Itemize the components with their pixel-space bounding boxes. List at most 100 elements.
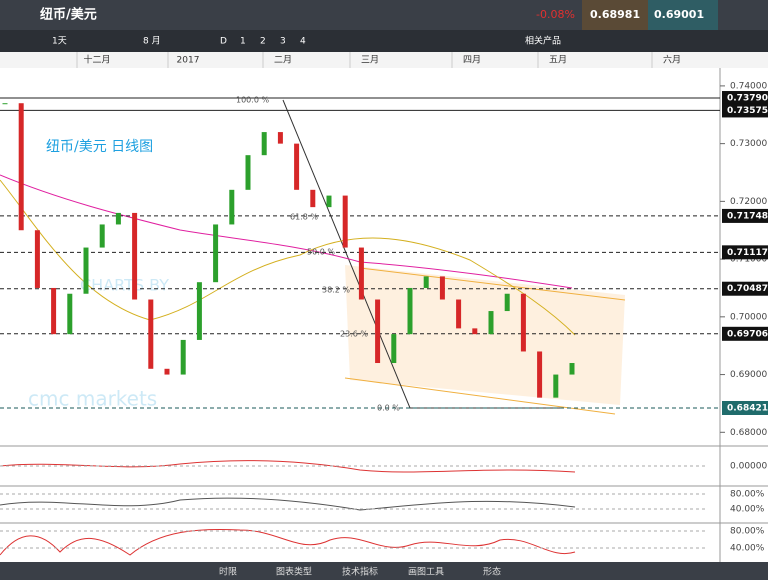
level-box [722, 326, 768, 341]
y-tick-label: 0.69000 [730, 370, 767, 380]
candle [196, 282, 202, 340]
y-tick-label: 0.74000 [730, 81, 767, 91]
fib-label: 50.0 % [307, 248, 335, 257]
indicator-tick-label: 80.00% [730, 527, 765, 537]
toolbar [0, 30, 768, 52]
candle [277, 132, 283, 144]
month-label: 十二月 [83, 54, 110, 66]
candle [34, 230, 40, 288]
candle [504, 293, 510, 312]
candle [520, 293, 526, 352]
bottom-menu-item[interactable]: 技术指标 [342, 566, 378, 578]
level-label: 0.68421 [727, 403, 768, 413]
candle [326, 195, 332, 208]
y-tick-label: 0.72000 [730, 197, 767, 207]
toolbar-button[interactable]: 3 [280, 37, 286, 47]
candle [553, 374, 559, 398]
fib-label: 23.6 % [340, 330, 368, 339]
candle [51, 287, 57, 335]
bottom-menu-item[interactable]: 图表类型 [276, 566, 312, 578]
watermark: cmc markets [28, 387, 157, 411]
candle [342, 195, 348, 248]
related-products[interactable]: 相关产品 [525, 35, 561, 47]
bid-box[interactable] [582, 0, 648, 30]
candle [569, 363, 575, 375]
toolbar-button[interactable]: 2 [260, 37, 266, 47]
y-tick-label: 0.70000 [730, 312, 767, 322]
candle [229, 189, 235, 225]
fib-label: 0.0 % [377, 404, 400, 413]
month-label: 2017 [177, 56, 200, 66]
candle [245, 155, 251, 190]
candle [213, 224, 219, 283]
chart-label: 纽币/美元 日线图 [46, 139, 153, 155]
candle [423, 276, 429, 288]
candle [180, 339, 186, 375]
month-axis [0, 52, 768, 68]
candle [375, 299, 381, 364]
watermark: CHARTS BY [80, 276, 169, 295]
level-box [722, 91, 768, 106]
fib-label: 61.8 % [290, 213, 318, 222]
range[interactable]: 8 月 [143, 36, 161, 47]
month-label: 六月 [663, 54, 681, 66]
candle [294, 143, 300, 190]
fib-label: 100.0 % [236, 96, 269, 105]
toolbar-button[interactable]: 4 [300, 37, 306, 47]
level-label: 0.73790 [727, 94, 768, 104]
level-box [722, 103, 768, 118]
month-label: 五月 [549, 55, 567, 66]
toolbar-button[interactable]: 1 [240, 37, 246, 47]
interval[interactable]: 1天 [52, 37, 67, 47]
level-label: 0.69706 [727, 329, 768, 339]
level-label: 0.71748 [727, 211, 768, 221]
candle [115, 212, 121, 225]
candle [132, 212, 138, 300]
candle [456, 299, 462, 329]
candle [2, 103, 8, 105]
level-box [722, 245, 768, 260]
y-tick-label: 0.71000 [730, 255, 767, 265]
osc-line [0, 497, 576, 511]
month-label: 二月 [274, 55, 292, 66]
toolbar-button[interactable]: D [220, 37, 227, 47]
candle [18, 103, 24, 231]
level-label: 0.73575 [727, 106, 768, 116]
ask-box[interactable] [648, 0, 718, 30]
candle [407, 287, 413, 335]
level-label: 0.70487 [727, 284, 768, 294]
y-tick-label: 0.73000 [730, 139, 767, 149]
symbol-title: 纽币/美元 [40, 7, 97, 23]
candle [391, 334, 397, 364]
bottom-menu-item[interactable]: 画图工具 [408, 567, 444, 578]
candle [164, 368, 170, 375]
level-box [722, 208, 768, 223]
candle [67, 293, 73, 335]
level-box [722, 400, 768, 415]
indicator-tick-label: 80.00% [730, 490, 765, 500]
indicator-tick-label: 40.00% [730, 505, 765, 515]
candle [358, 247, 364, 300]
indicator-tick-label: 0.00000 [730, 462, 767, 472]
ma-long [0, 174, 573, 289]
candle [537, 351, 543, 398]
bottom-menu-item[interactable]: 时限 [219, 566, 237, 578]
y-tick-label: 0.68000 [730, 428, 767, 438]
candle [439, 276, 445, 300]
indicator-tick-label: 40.00% [730, 544, 765, 554]
candle [261, 132, 267, 156]
month-label: 四月 [463, 55, 481, 66]
candle [148, 299, 154, 369]
candle [472, 328, 478, 335]
candle [310, 189, 316, 208]
month-label: 三月 [361, 55, 379, 66]
bid[interactable]: 0.68981 [590, 8, 640, 21]
change: -0.08% [536, 8, 575, 21]
bottom-menu-item[interactable]: 形态 [483, 566, 501, 578]
bottom-bar [0, 562, 768, 580]
level-label: 0.71117 [727, 248, 768, 258]
ask[interactable]: 0.69001 [654, 8, 704, 21]
candle [488, 311, 494, 335]
channel-top [359, 267, 626, 301]
